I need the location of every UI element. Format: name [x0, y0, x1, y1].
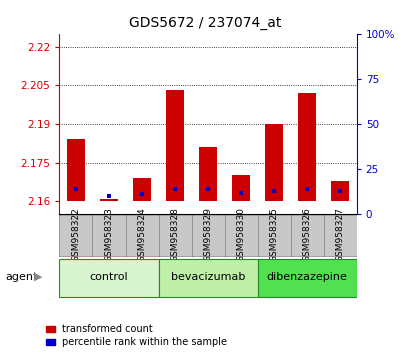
Text: GSM958323: GSM958323 [104, 207, 113, 262]
Text: GSM958322: GSM958322 [71, 207, 80, 262]
Text: GSM958324: GSM958324 [137, 207, 146, 262]
Text: GSM958330: GSM958330 [236, 207, 245, 262]
Bar [323, 214, 356, 257]
Text: bevacizumab: bevacizumab [171, 272, 245, 282]
Bar [330, 181, 348, 201]
Bar [67, 139, 85, 201]
Bar [166, 90, 184, 201]
Bar [191, 214, 224, 257]
Bar [133, 178, 151, 201]
Bar [264, 124, 283, 201]
Bar [224, 214, 257, 257]
Bar [92, 214, 125, 257]
Bar [231, 176, 249, 201]
Text: agent: agent [5, 272, 38, 282]
Text: GSM958326: GSM958326 [302, 207, 311, 262]
Bar [100, 199, 118, 201]
Text: GDS5672 / 237074_at: GDS5672 / 237074_at [128, 16, 281, 30]
Bar [257, 214, 290, 257]
Text: GSM958325: GSM958325 [269, 207, 278, 262]
Text: GSM958329: GSM958329 [203, 207, 212, 262]
Bar [59, 214, 92, 257]
Legend: transformed count, percentile rank within the sample: transformed count, percentile rank withi… [46, 325, 227, 347]
Bar [257, 259, 356, 297]
Bar [198, 147, 217, 201]
Bar [158, 214, 191, 257]
Text: dibenzazepine: dibenzazepine [266, 272, 347, 282]
Bar [158, 259, 257, 297]
Text: control: control [90, 272, 128, 282]
Text: GSM958328: GSM958328 [170, 207, 179, 262]
Bar [297, 93, 315, 201]
Bar [290, 214, 323, 257]
Bar [125, 214, 158, 257]
Bar [59, 259, 158, 297]
Text: ▶: ▶ [34, 272, 42, 282]
Text: GSM958327: GSM958327 [335, 207, 344, 262]
